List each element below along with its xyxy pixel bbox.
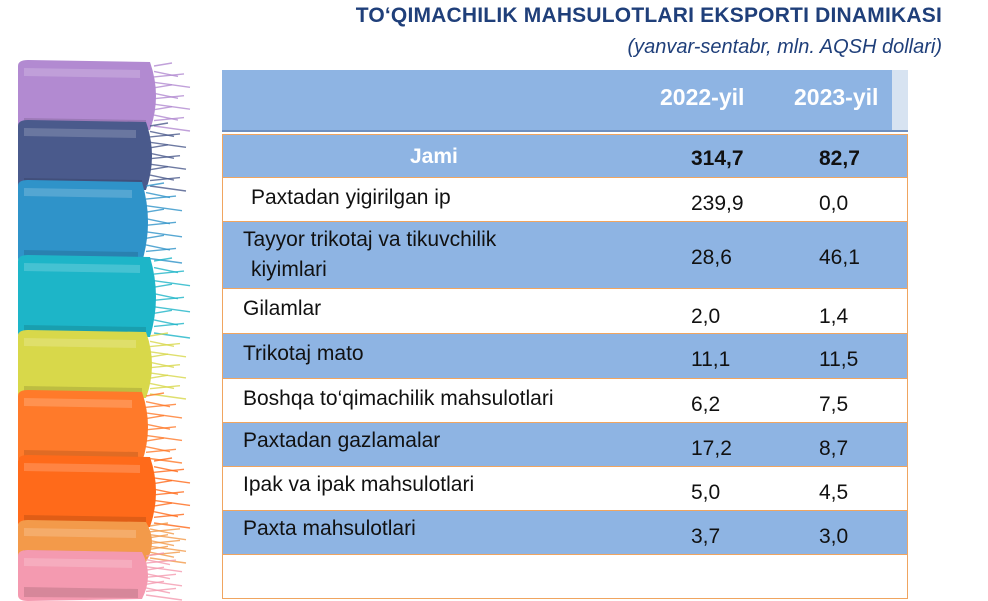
row-label-line1: Tayyor trikotaj va tikuvchilik: [243, 228, 497, 251]
cell-2023: 11,5: [819, 348, 859, 371]
fabric-fold: [18, 390, 183, 464]
row-label: Paxtadan yigirilgan ip: [251, 186, 451, 209]
table-row-empty: [222, 555, 908, 599]
cell-2023: 4,5: [819, 481, 849, 504]
cell-2022: 314,7: [691, 147, 744, 170]
row-label: Gilamlar: [243, 297, 322, 320]
cell-2023: 1,4: [819, 305, 849, 328]
column-header-2023: 2023-yil: [794, 84, 879, 110]
table-row: Paxtadan yigirilgan ip 239,9 0,0: [222, 178, 908, 222]
cell-2023: 82,7: [819, 147, 860, 170]
cell-2022: 2,0: [691, 305, 721, 328]
cell-2022: 6,2: [691, 393, 721, 416]
cell-2023: 0,0: [819, 192, 849, 215]
cell-2022: 17,2: [691, 437, 732, 460]
header-right-strip: [892, 70, 908, 130]
export-table: Jami 314,7 82,7 Paxtadan yigirilgan ip 2…: [222, 134, 908, 599]
fabric-fold: [18, 330, 187, 400]
row-label: Ipak va ipak mahsulotlari: [243, 473, 475, 496]
table-row: Paxta mahsulotlari 3,7 3,0: [222, 511, 908, 555]
fabric-fold: [18, 255, 191, 339]
row-label: Paxtadan gazlamalar: [243, 429, 441, 452]
cell-2023: 7,5: [819, 393, 849, 416]
row-label-line2: kiyimlari: [251, 258, 327, 281]
row-label: Paxta mahsulotlari: [243, 517, 416, 540]
table-row: Ipak va ipak mahsulotlari 5,0 4,5: [222, 467, 908, 511]
row-label: Boshqa to‘qimachilik mahsulotlari: [243, 387, 554, 410]
table-row: Boshqa to‘qimachilik mahsulotlari 6,2 7,…: [222, 379, 908, 423]
column-header-2022: 2022-yil: [660, 84, 745, 110]
page-subtitle: (yanvar-sentabr, mln. AQSH dollari): [627, 36, 942, 58]
cell-2022: 11,1: [691, 348, 731, 371]
table-row: Tayyor trikotaj va tikuvchilik kiyimlari…: [222, 222, 908, 289]
cell-2023: 46,1: [819, 246, 860, 269]
fabric-fold: [18, 455, 191, 529]
fabric-fold: [18, 550, 183, 601]
table-header: 2022-yil 2023-yil: [222, 70, 908, 132]
cell-2022: 5,0: [691, 481, 721, 504]
table-row: Paxtadan gazlamalar 17,2 8,7: [222, 423, 908, 467]
fabric-stack-image: [0, 60, 205, 601]
table-row-total: Jami 314,7 82,7: [222, 134, 908, 178]
cell-2022: 239,9: [691, 192, 744, 215]
row-label: Jami: [410, 145, 458, 168]
page-title: TO‘QIMACHILIK MAHSULOTLARI EKSPORTI DINA…: [355, 4, 942, 27]
table-row: Trikotaj mato 11,1 11,5: [222, 334, 908, 379]
table-row: Gilamlar 2,0 1,4: [222, 289, 908, 334]
cell-2023: 8,7: [819, 437, 849, 460]
fabric-fold: [18, 180, 183, 264]
cell-2023: 3,0: [819, 525, 849, 548]
cell-2022: 3,7: [691, 525, 721, 548]
row-label: Trikotaj mato: [243, 342, 364, 365]
cell-2022: 28,6: [691, 246, 732, 269]
